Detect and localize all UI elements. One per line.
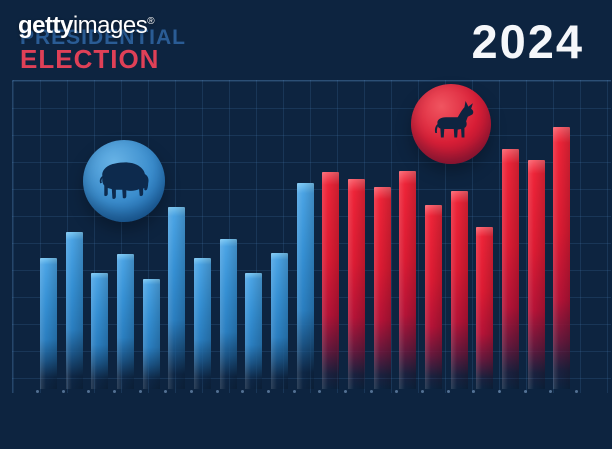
axis-dot	[215, 390, 219, 393]
red-party-badge	[411, 84, 491, 164]
watermark-images: images	[72, 12, 148, 39]
bar-blue	[270, 253, 288, 389]
axis-dot	[472, 390, 476, 393]
axis-dot	[497, 390, 501, 393]
democrat-donkey-icon	[423, 98, 479, 150]
bar-blue	[296, 183, 314, 389]
bar-red	[347, 179, 365, 389]
watermark-getty: getty	[18, 12, 73, 39]
axis-dot	[420, 390, 424, 393]
bar-red	[399, 171, 417, 389]
title-line-election: ELECTION	[20, 44, 160, 74]
bar-red	[476, 227, 494, 389]
axis-dot	[112, 390, 116, 393]
bar-red	[322, 172, 340, 389]
republican-elephant-icon	[95, 156, 153, 206]
axis-dot	[343, 390, 347, 393]
bar-red	[527, 160, 545, 389]
axis-dot	[549, 390, 553, 393]
axis-dot	[164, 390, 168, 393]
bar-red	[553, 127, 571, 389]
axis-dot	[574, 390, 578, 393]
registered-mark-icon: ®	[147, 16, 155, 27]
bar-blue	[245, 273, 263, 389]
axis-dot	[446, 390, 450, 393]
title-year: 2024	[471, 15, 584, 68]
axis-dot	[369, 390, 373, 393]
bar-blue	[91, 273, 109, 389]
axis-dot	[241, 390, 245, 393]
bar-red	[501, 149, 519, 389]
axis-dot	[266, 390, 270, 393]
axis-dot	[292, 390, 296, 393]
bar-blue	[142, 279, 160, 389]
axis-dot	[36, 390, 39, 393]
axis-dot	[523, 390, 527, 393]
bar-red	[424, 205, 442, 389]
blue-party-badge	[83, 140, 165, 222]
bar-blue	[65, 232, 83, 389]
bar-blue	[116, 254, 134, 389]
getty-watermark: gettyimages®	[18, 12, 155, 40]
bar-blue	[168, 207, 186, 389]
axis-dot	[189, 390, 193, 393]
bar-blue	[40, 258, 57, 389]
title-line-presidential: PRESIDENTIAL	[20, 26, 187, 49]
axis-dot	[318, 390, 322, 393]
bar-red	[373, 187, 391, 389]
axis-dot	[87, 390, 91, 393]
axis-dot	[138, 390, 142, 393]
bar-blue	[193, 258, 211, 389]
axis-dot	[395, 390, 399, 393]
axis-dot	[61, 390, 65, 393]
bar-blue	[219, 239, 237, 389]
bar-red	[450, 191, 468, 389]
